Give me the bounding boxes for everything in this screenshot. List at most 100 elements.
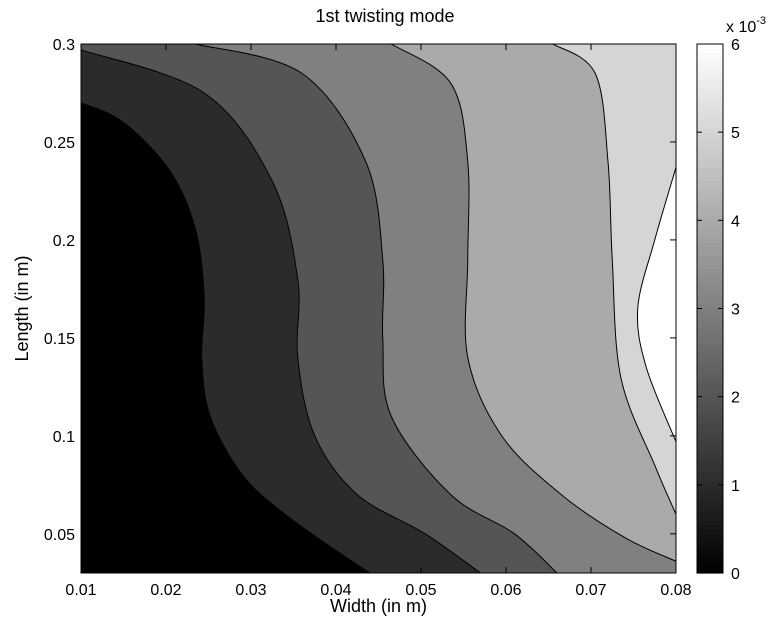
colorbar-segment: [697, 476, 723, 482]
colorbar-segment: [697, 559, 723, 565]
colorbar-tick-label: 3: [731, 302, 740, 319]
colorbar-segment: [697, 101, 723, 107]
colorbar-segment: [697, 224, 723, 230]
colorbar-segment: [697, 74, 723, 80]
colorbar-segment: [697, 118, 723, 124]
contour-line-2: [81, 49, 481, 573]
colorbar-tick-label: 6: [731, 37, 740, 54]
colorbar-segment: [697, 374, 723, 380]
y-tick-label: 0.15: [44, 331, 75, 348]
contour-line-4: [390, 44, 676, 562]
colorbar-segment: [697, 480, 723, 486]
colorbar-tick-label: 1: [731, 478, 740, 495]
colorbar-segment: [697, 264, 723, 270]
colorbar-segment: [697, 255, 723, 261]
colorbar-segment: [697, 290, 723, 296]
colorbar-segment: [697, 229, 723, 235]
colorbar-segment: [697, 92, 723, 98]
colorbar-segment: [697, 277, 723, 283]
colorbar-tick-label: 0: [731, 566, 740, 583]
colorbar-segment: [697, 167, 723, 173]
x-tick-label: 0.03: [235, 582, 266, 599]
colorbar-segment: [697, 260, 723, 266]
colorbar-segment: [697, 83, 723, 89]
colorbar-segment: [697, 515, 723, 521]
colorbar-segment: [697, 484, 723, 490]
colorbar-segment: [697, 440, 723, 446]
colorbar-segment: [697, 286, 723, 292]
colorbar-segment: [697, 458, 723, 464]
colorbar-segment: [697, 489, 723, 495]
colorbar-segment: [697, 207, 723, 213]
colorbar-tick-label: 2: [731, 390, 740, 407]
colorbar-segment: [697, 462, 723, 468]
colorbar-segment: [697, 339, 723, 345]
colorbar-segment: [697, 379, 723, 385]
colorbar-segment: [697, 546, 723, 552]
colorbar-segment: [697, 273, 723, 279]
colorbar-segment: [697, 251, 723, 257]
contour-band-4: [391, 44, 676, 573]
colorbar-segment: [697, 498, 723, 504]
colorbar-segment: [697, 154, 723, 160]
colorbar-segment: [697, 427, 723, 433]
colorbar-segment: [697, 242, 723, 248]
colorbar-segment: [697, 453, 723, 459]
colorbar-segment: [697, 140, 723, 146]
y-axis-label: Length (in m): [12, 255, 32, 361]
colorbar-segment: [697, 233, 723, 239]
y-tick-label: 0.1: [53, 429, 75, 446]
x-tick-label: 0.08: [660, 582, 691, 599]
colorbar-segment: [697, 321, 723, 327]
colorbar-segment: [697, 52, 723, 58]
colorbar-segment: [697, 185, 723, 191]
colorbar-segment: [697, 57, 723, 63]
colorbar-segment: [697, 180, 723, 186]
colorbar-segment: [697, 158, 723, 164]
contour-line-3: [195, 44, 558, 573]
colorbar-segment: [697, 409, 723, 415]
colorbar-segment: [697, 176, 723, 182]
colorbar-multiplier-base: x 10: [726, 19, 756, 36]
colorbar-segment: [697, 136, 723, 142]
colorbar-segment: [697, 520, 723, 526]
chart-title: 1st twisting mode: [315, 6, 454, 26]
colorbar-segment: [697, 343, 723, 349]
colorbar-segment: [697, 215, 723, 221]
colorbar-segment: [697, 304, 723, 310]
colorbar-segment: [697, 506, 723, 512]
colorbar-multiplier: x 10-3: [726, 15, 766, 36]
y-tick-label: 0.25: [44, 135, 75, 152]
colorbar-segment: [697, 356, 723, 362]
colorbar-tick-label: 5: [731, 125, 740, 142]
colorbar-segment: [697, 423, 723, 429]
x-tick-label: 0.06: [490, 582, 521, 599]
colorbar-segment: [697, 493, 723, 499]
colorbar-segment: [697, 564, 723, 570]
x-axis-label: Width (in m): [330, 596, 427, 616]
colorbar-segment: [697, 123, 723, 129]
colorbar-segment: [697, 114, 723, 120]
colorbar-segment: [697, 317, 723, 323]
colorbar-segment: [697, 220, 723, 226]
y-tick-label: 0.05: [44, 527, 75, 544]
colorbar-segment: [697, 436, 723, 442]
x-axis: 0.01 0.02 0.03 0.04 0.05 0.06 0.07 0.08: [65, 44, 692, 599]
colorbar-multiplier-exponent: -3: [756, 15, 766, 27]
colorbar-segment: [697, 61, 723, 67]
plot-frame: [80, 43, 677, 574]
colorbar-segment: [697, 193, 723, 199]
colorbar-segment: [697, 330, 723, 336]
colorbar-segment: [697, 299, 723, 305]
contour-line-5: [552, 44, 676, 515]
colorbar-segment: [697, 145, 723, 151]
colorbar-segment: [697, 528, 723, 534]
colorbar-segment: [697, 202, 723, 208]
colorbar-segment: [697, 383, 723, 389]
colorbar-segment: [697, 568, 723, 574]
colorbar-segment: [697, 445, 723, 451]
colorbar-segment: [697, 405, 723, 411]
colorbar-segment: [697, 312, 723, 318]
colorbar-segment: [697, 268, 723, 274]
